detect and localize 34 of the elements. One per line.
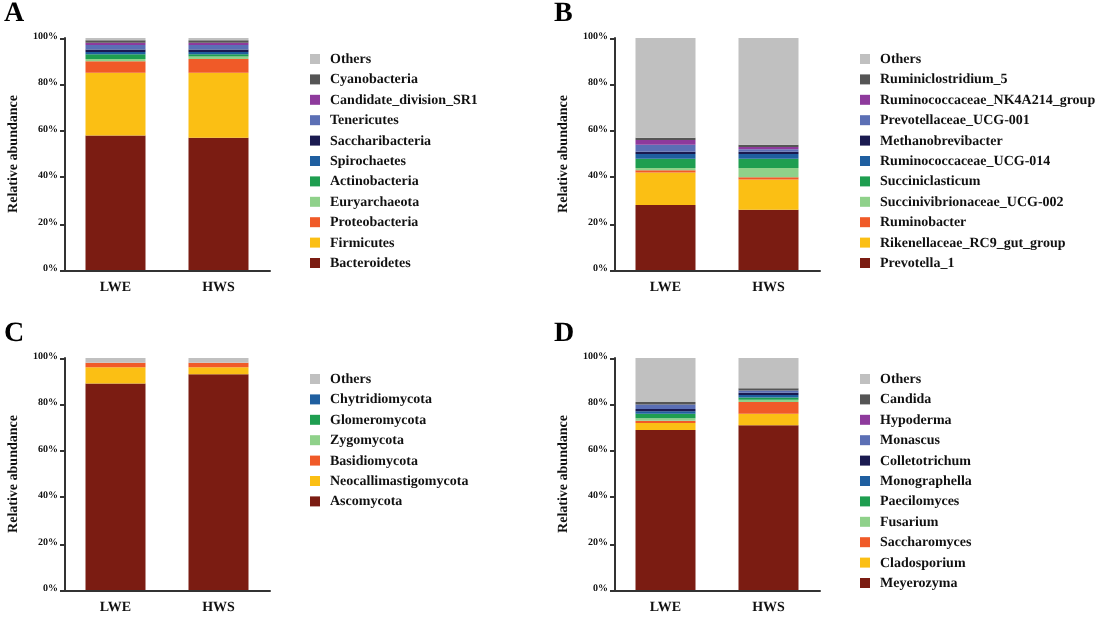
bar (738, 209, 799, 270)
bar (188, 58, 249, 73)
bar (738, 358, 799, 389)
chart-title: B (554, 0, 573, 29)
bar (635, 38, 696, 138)
bar (188, 44, 249, 50)
bar (188, 367, 249, 375)
bar (635, 358, 696, 403)
bar (738, 179, 799, 210)
bar (738, 158, 799, 168)
bar (738, 425, 799, 590)
bar (85, 135, 146, 270)
bar (635, 172, 696, 206)
bar (635, 144, 696, 152)
bar (738, 413, 799, 426)
chart-title: D (554, 319, 575, 349)
bar (188, 374, 249, 590)
chart-title: A (4, 0, 26, 29)
bar (738, 402, 799, 414)
bar (188, 72, 249, 138)
bar (738, 167, 799, 178)
bar (85, 44, 146, 50)
bar (635, 404, 696, 410)
bar (635, 422, 696, 430)
bar (635, 205, 696, 270)
bar (635, 429, 696, 590)
bar (85, 367, 146, 384)
bar (85, 383, 146, 590)
bar (635, 158, 696, 168)
bar (85, 61, 146, 73)
bar (85, 72, 146, 136)
bar (188, 137, 249, 270)
bar (738, 38, 799, 145)
chart-title: C (4, 319, 25, 349)
